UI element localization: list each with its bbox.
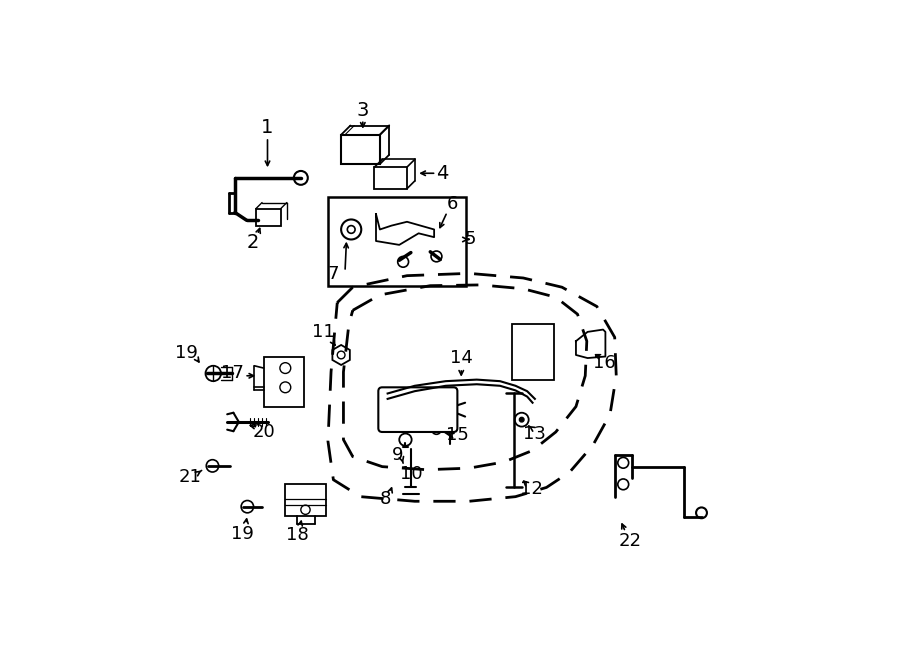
Text: 19: 19 [175,344,198,362]
Text: 8: 8 [380,490,391,508]
Text: 22: 22 [618,532,642,551]
Bar [328,197,466,286]
Text: 19: 19 [231,525,254,543]
Text: 4: 4 [436,164,448,182]
Text: 5: 5 [464,231,476,249]
Bar [285,484,326,516]
Text: 1: 1 [261,118,274,137]
Text: 10: 10 [400,465,422,483]
Text: 17: 17 [221,364,244,383]
Text: 2: 2 [247,233,259,252]
Bar [511,324,554,379]
Text: 3: 3 [356,100,369,120]
Text: 18: 18 [285,526,309,544]
Text: 6: 6 [446,195,457,213]
Text: 16: 16 [593,354,616,371]
Text: 13: 13 [524,424,546,442]
Text: 20: 20 [252,423,275,441]
Polygon shape [576,330,606,358]
Text: 11: 11 [312,323,335,341]
Bar [341,135,380,164]
FancyBboxPatch shape [378,387,457,432]
Text: 15: 15 [446,426,469,444]
Polygon shape [376,214,434,245]
Circle shape [519,417,524,422]
Text: 14: 14 [450,349,472,367]
Text: 12: 12 [519,480,543,498]
Text: 21: 21 [178,467,202,486]
Bar [374,167,407,188]
Bar [256,209,281,225]
Text: 9: 9 [392,446,403,464]
Bar [264,356,304,407]
Text: 7: 7 [328,265,339,283]
